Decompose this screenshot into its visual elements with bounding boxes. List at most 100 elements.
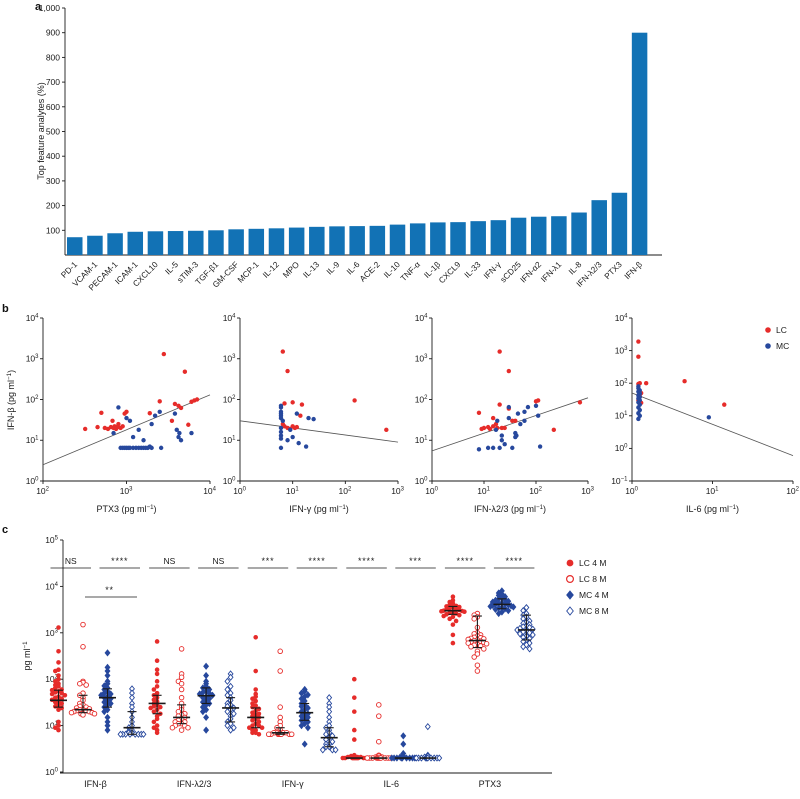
y-tick-label: 104 xyxy=(45,581,58,591)
mc4m-data-point xyxy=(203,662,210,670)
y-tick-label: 700 xyxy=(46,77,60,87)
mc8m-data-point xyxy=(129,694,135,702)
lc4m-data-point xyxy=(151,725,157,731)
lc-data-point xyxy=(99,410,104,416)
lc4m-data-point xyxy=(49,687,55,693)
mc-data-point xyxy=(506,415,512,421)
mc4m-data-point xyxy=(104,649,111,657)
lc4m-data-point xyxy=(247,725,252,731)
mc4m-data-point xyxy=(101,708,108,716)
panel-b-letter: b xyxy=(2,303,9,315)
y-tick-label: 101 xyxy=(45,721,58,731)
mc-data-point xyxy=(514,433,519,438)
lc-data-point xyxy=(147,411,152,416)
y-tick-label: 102 xyxy=(223,394,236,404)
mc-data-point xyxy=(127,418,133,424)
lc-data-point xyxy=(172,401,178,407)
lc-data-point xyxy=(510,418,515,424)
lc-data-point xyxy=(294,424,300,430)
legend-label: LC 4 M xyxy=(579,558,606,568)
mc4m-data-point xyxy=(104,706,111,714)
bar xyxy=(127,231,144,255)
lc4m-data-point xyxy=(250,696,255,701)
y-tick-label: 100 xyxy=(615,443,628,453)
lc-data-point xyxy=(487,426,493,432)
lc8m-data-point xyxy=(178,686,185,693)
y-tick-label: 105 xyxy=(45,535,58,545)
lc8m-data-point xyxy=(277,648,283,655)
bar xyxy=(611,192,628,255)
mc4m-data-point xyxy=(104,671,111,680)
lc4m-data-point xyxy=(56,660,61,665)
lc-data-point xyxy=(476,410,482,416)
lc8m-data-point xyxy=(364,755,371,761)
mc-data-point xyxy=(499,438,505,443)
y-tick-label: 10−1 xyxy=(611,476,628,486)
legend-mc-label: MC xyxy=(776,341,789,351)
lc4m-data-point xyxy=(154,639,160,644)
mc-data-point xyxy=(485,445,491,451)
mc8m-data-point xyxy=(529,631,536,639)
x-category-label: ACE-2 xyxy=(357,259,382,284)
mc-data-point xyxy=(493,427,499,433)
mc4m-data-point xyxy=(298,721,305,730)
sig-label: **** xyxy=(506,556,523,566)
lc-data-point xyxy=(110,418,115,424)
lc4m-data-point xyxy=(154,667,160,673)
mc8m-data-point xyxy=(520,643,527,651)
bar xyxy=(107,233,123,255)
x-category-label: IL-33 xyxy=(462,259,483,280)
mc4m-data-point xyxy=(203,726,210,734)
lc4m-data-point xyxy=(154,658,160,664)
lc4m-data-point xyxy=(253,687,258,692)
lc4m-data-point xyxy=(340,755,346,761)
lc4m-data-point xyxy=(154,679,160,684)
bar xyxy=(87,235,103,255)
y-tick-label: 100 xyxy=(223,476,236,486)
lc4m-data-point xyxy=(439,609,444,614)
mc8m-data-point xyxy=(436,754,443,762)
mc-data-point xyxy=(288,427,293,433)
lc4m-data-point xyxy=(158,704,163,710)
mc-data-point xyxy=(136,427,141,433)
lc4m-data-point xyxy=(250,710,255,715)
bar xyxy=(349,226,365,255)
lc4m-data-point xyxy=(62,692,68,698)
lc4m-data-point xyxy=(154,671,160,677)
trend-line xyxy=(42,394,211,466)
lc4m-data-point xyxy=(151,709,157,714)
x-tick-label: 102 xyxy=(339,486,352,496)
lc4m-data-point xyxy=(154,716,160,722)
lc-data-point xyxy=(497,402,502,407)
lc4m-data-point xyxy=(253,634,258,640)
y-tick-label: 103 xyxy=(415,354,428,364)
lc8m-data-point xyxy=(77,680,83,687)
mc8m-data-point xyxy=(227,682,234,690)
lc-data-point xyxy=(290,400,295,405)
mc-data-point xyxy=(510,445,515,451)
lc4m-data-point xyxy=(457,612,462,618)
mc-data-point xyxy=(490,445,496,451)
trend-line xyxy=(239,420,399,443)
x-category-label: IFN-λ1 xyxy=(539,259,564,284)
lc4m-data-point xyxy=(56,648,61,654)
lc8m-data-point xyxy=(483,641,490,647)
legend-label: LC 8 M xyxy=(579,574,606,584)
mc4m-data-point xyxy=(487,602,494,611)
mc-data-point xyxy=(303,444,309,449)
mc-data-point xyxy=(141,438,146,443)
lc4m-data-point xyxy=(450,632,456,638)
lc-data-point xyxy=(490,415,496,421)
sig-label: ** xyxy=(105,585,114,595)
x-category-label: IFN-α2 xyxy=(518,259,543,284)
mc-data-point xyxy=(518,421,523,427)
mc-data-point xyxy=(495,418,500,424)
lc8m-data-point xyxy=(169,724,176,731)
lc-data-point xyxy=(285,368,290,374)
bar xyxy=(309,226,325,255)
y-tick-label: 400 xyxy=(46,151,60,161)
x-category-label: MPO xyxy=(281,259,302,280)
mc-data-point xyxy=(174,427,179,433)
mc-data-point xyxy=(116,405,121,410)
mc-data-point xyxy=(152,413,158,418)
